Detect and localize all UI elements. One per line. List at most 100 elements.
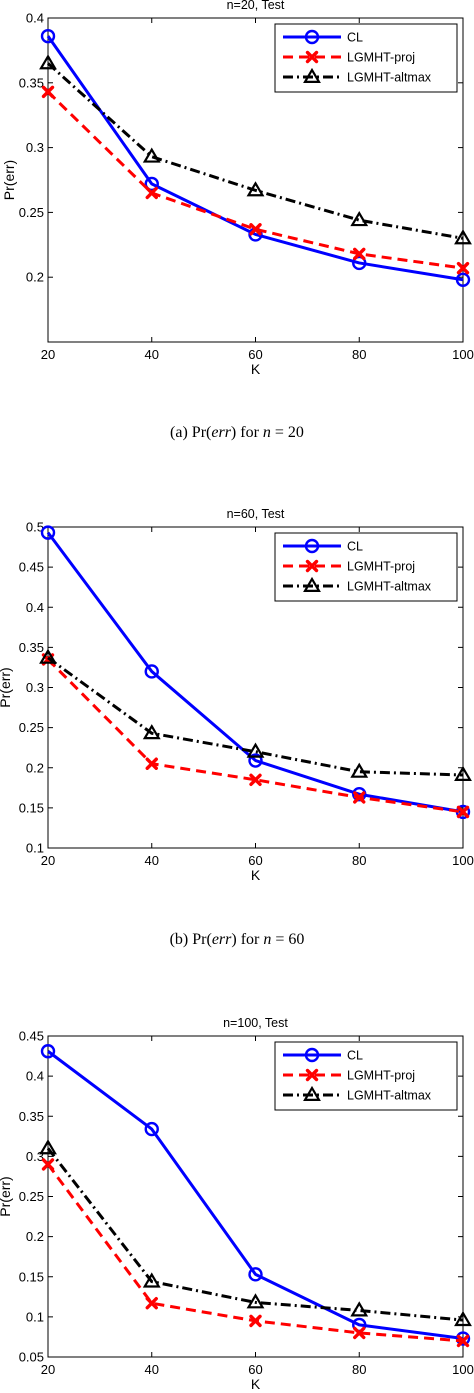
x-marker-0 (41, 1158, 55, 1171)
series-line (46, 62, 464, 240)
chart-panel-3: n=100, Test 20 40 60 80 100 0.05 0.1 0.15 0.2 0.25… (0, 1016, 474, 1392)
legend-entry: CL (347, 540, 363, 554)
chart-title: n=100, Test (223, 1016, 288, 1030)
caption-part: n (263, 424, 271, 441)
y-axis-label: Pr(err) (0, 667, 13, 707)
legend-entry: LGMHT-altmax (347, 71, 432, 85)
series-line (46, 531, 464, 814)
circle-marker-2 (248, 753, 263, 768)
x-tick-label: 20 (41, 347, 55, 362)
x-tick-label: 100 (452, 1362, 474, 1377)
circle-marker-4 (455, 1331, 471, 1346)
legend-entry: LGMHT-altmax (347, 1089, 432, 1103)
y-tick-label: 0.1 (26, 841, 44, 856)
triangle-marker-2 (246, 742, 265, 758)
circle-marker-1 (144, 176, 159, 192)
y-tick-label: 0.25 (19, 205, 44, 220)
y-tick-label: 0.2 (26, 270, 44, 285)
x-tick-label: 100 (452, 347, 474, 362)
triangle-marker-1 (142, 724, 161, 740)
triangle-marker-4 (454, 229, 472, 245)
circle-marker-1 (144, 1121, 159, 1137)
triangle-marker-4 (454, 765, 472, 781)
y-tick-label: 0.15 (19, 1269, 44, 1284)
x-marker-0 (41, 85, 55, 99)
chart-panel-2: n=60, Test 20 40 60 80 100 0.1 0.15 0.2 0.25 0.3 0.… (0, 507, 474, 883)
triangle-marker-0 (39, 1139, 57, 1155)
series-lgmht-altmax (39, 648, 472, 781)
circle-marker-0 (40, 525, 56, 540)
chart-title: n=20, Test (227, 0, 285, 12)
x-tick-label: 100 (452, 853, 474, 868)
x-tick-label: 60 (248, 1362, 262, 1377)
triangle-marker-0 (39, 54, 57, 70)
triangle-marker-3 (350, 211, 369, 227)
y-tick-label: 0.4 (26, 600, 44, 615)
caption-part: = 20 (271, 424, 304, 441)
triangle-marker-2 (246, 181, 265, 197)
triangle-marker-0 (303, 1085, 321, 1101)
triangle-marker-3 (350, 762, 369, 778)
series-cl (40, 525, 471, 820)
chart-panel-1: n=20, Test 20 40 60 80 100 0.2 0.25 0.3 0.35 0.4 K P… (1, 0, 474, 377)
legend-entry: LGMHT-altmax (347, 580, 432, 594)
series-lgmht-proj (41, 1158, 470, 1348)
legend-entry: CL (347, 1049, 363, 1063)
y-tick-label: 0.2 (26, 760, 44, 775)
x-tick-label: 40 (145, 1362, 159, 1377)
legend: CL LGMHT-proj LGMHT-altmax (274, 23, 458, 93)
series-lgmht-proj (41, 85, 470, 275)
caption-part: n (263, 931, 271, 948)
x-marker-4 (456, 1334, 470, 1348)
caption-part: (a) Pr( (170, 424, 211, 441)
caption-part: ) for (231, 931, 263, 948)
triangle-marker-0 (303, 576, 321, 592)
y-tick-label: 0.4 (26, 11, 44, 26)
x-tick-label: 60 (248, 853, 262, 868)
circle-marker-2 (248, 1267, 263, 1282)
legend-entry: LGMHT-proj (347, 1069, 415, 1083)
circle-marker-0 (304, 1047, 320, 1063)
y-tick-label: 0.25 (19, 720, 44, 735)
series-lgmht-altmax (39, 1139, 472, 1327)
caption-part: err (211, 424, 231, 441)
y-tick-label: 0.3 (26, 680, 44, 695)
y-tick-label: 0.1 (26, 1309, 44, 1324)
caption-part: (b) Pr( (170, 931, 212, 948)
y-tick-label: 0.45 (19, 560, 44, 575)
circle-marker-0 (40, 1044, 56, 1059)
caption-part: err (212, 931, 232, 948)
x-marker-1 (145, 1297, 158, 1310)
y-tick-label: 0.3 (26, 140, 44, 155)
y-tick-label: 0.25 (19, 1189, 44, 1204)
x-marker-3 (353, 791, 366, 804)
triangle-marker-3 (350, 1301, 369, 1317)
x-axis-label: K (251, 361, 261, 377)
series-line (47, 656, 464, 777)
triangle-marker-1 (142, 1272, 161, 1288)
x-marker-0 (305, 50, 319, 64)
figure-caption: (a) Pr(err) for n = 20 (170, 424, 304, 441)
x-tick-label: 60 (248, 347, 262, 362)
circle-marker-0 (304, 538, 320, 554)
x-marker-3 (353, 247, 366, 261)
series-line (46, 35, 464, 282)
x-axis-label: K (251, 867, 261, 883)
circle-marker-1 (144, 664, 159, 679)
y-tick-label: 0.3 (26, 1149, 44, 1164)
y-tick-label: 0.45 (19, 1029, 44, 1044)
y-tick-label: 0.35 (19, 1109, 44, 1124)
series-cl (40, 1044, 471, 1346)
caption-part: ) for (231, 424, 263, 441)
figure-caption: (b) Pr(err) for n = 60 (170, 931, 305, 948)
triangle-marker-0 (303, 67, 321, 83)
legend: CL LGMHT-proj LGMHT-altmax (274, 532, 458, 602)
y-tick-label: 0.2 (26, 1229, 44, 1244)
triangle-marker-2 (246, 1293, 265, 1309)
series-lgmht-altmax (39, 54, 472, 245)
triangle-marker-4 (454, 1310, 472, 1327)
legend-entry: CL (347, 31, 363, 45)
x-tick-label: 20 (41, 1362, 55, 1377)
y-tick-label: 0.35 (19, 640, 44, 655)
